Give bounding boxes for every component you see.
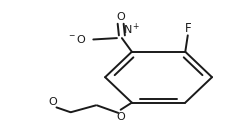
- Text: O: O: [116, 12, 125, 22]
- Text: $\mathregular{N}^+$: $\mathregular{N}^+$: [123, 22, 140, 37]
- Text: F: F: [184, 22, 191, 35]
- Text: O: O: [116, 112, 125, 122]
- Text: O: O: [49, 97, 58, 107]
- Text: $^-$O: $^-$O: [66, 33, 86, 45]
